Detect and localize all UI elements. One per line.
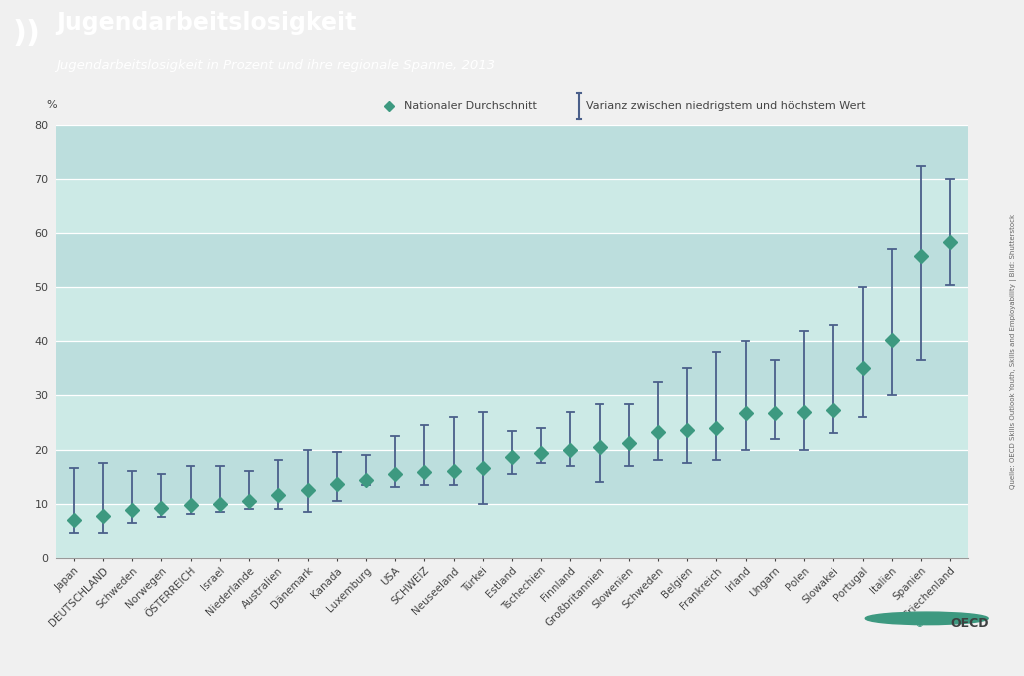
- Text: Jugendarbeitslosigkeit: Jugendarbeitslosigkeit: [56, 11, 356, 35]
- Bar: [56, 179, 968, 233]
- Text: )): )): [12, 19, 40, 48]
- Text: Varianz zwischen niedrigstem und höchstem Wert: Varianz zwischen niedrigstem und höchste…: [586, 101, 865, 112]
- Text: Quelle: OECD Skills Outlook Youth, Skills and Employability | Bild: Shutterstock: Quelle: OECD Skills Outlook Youth, Skill…: [1010, 214, 1017, 489]
- Bar: [56, 341, 968, 395]
- Bar: [56, 450, 968, 504]
- Text: %: %: [46, 99, 56, 110]
- Circle shape: [865, 612, 988, 625]
- Text: Jugendarbeitslosigkeit in Prozent und ihre regionale Spanne, 2013: Jugendarbeitslosigkeit in Prozent und ih…: [56, 59, 496, 72]
- Bar: [56, 233, 968, 287]
- Bar: [56, 395, 968, 450]
- Bar: [56, 287, 968, 341]
- Text: ©: ©: [914, 619, 925, 629]
- Text: Nationaler Durchschnitt: Nationaler Durchschnitt: [404, 101, 538, 112]
- Bar: [56, 125, 968, 179]
- Text: OECD: OECD: [950, 617, 989, 630]
- Bar: [56, 504, 968, 558]
